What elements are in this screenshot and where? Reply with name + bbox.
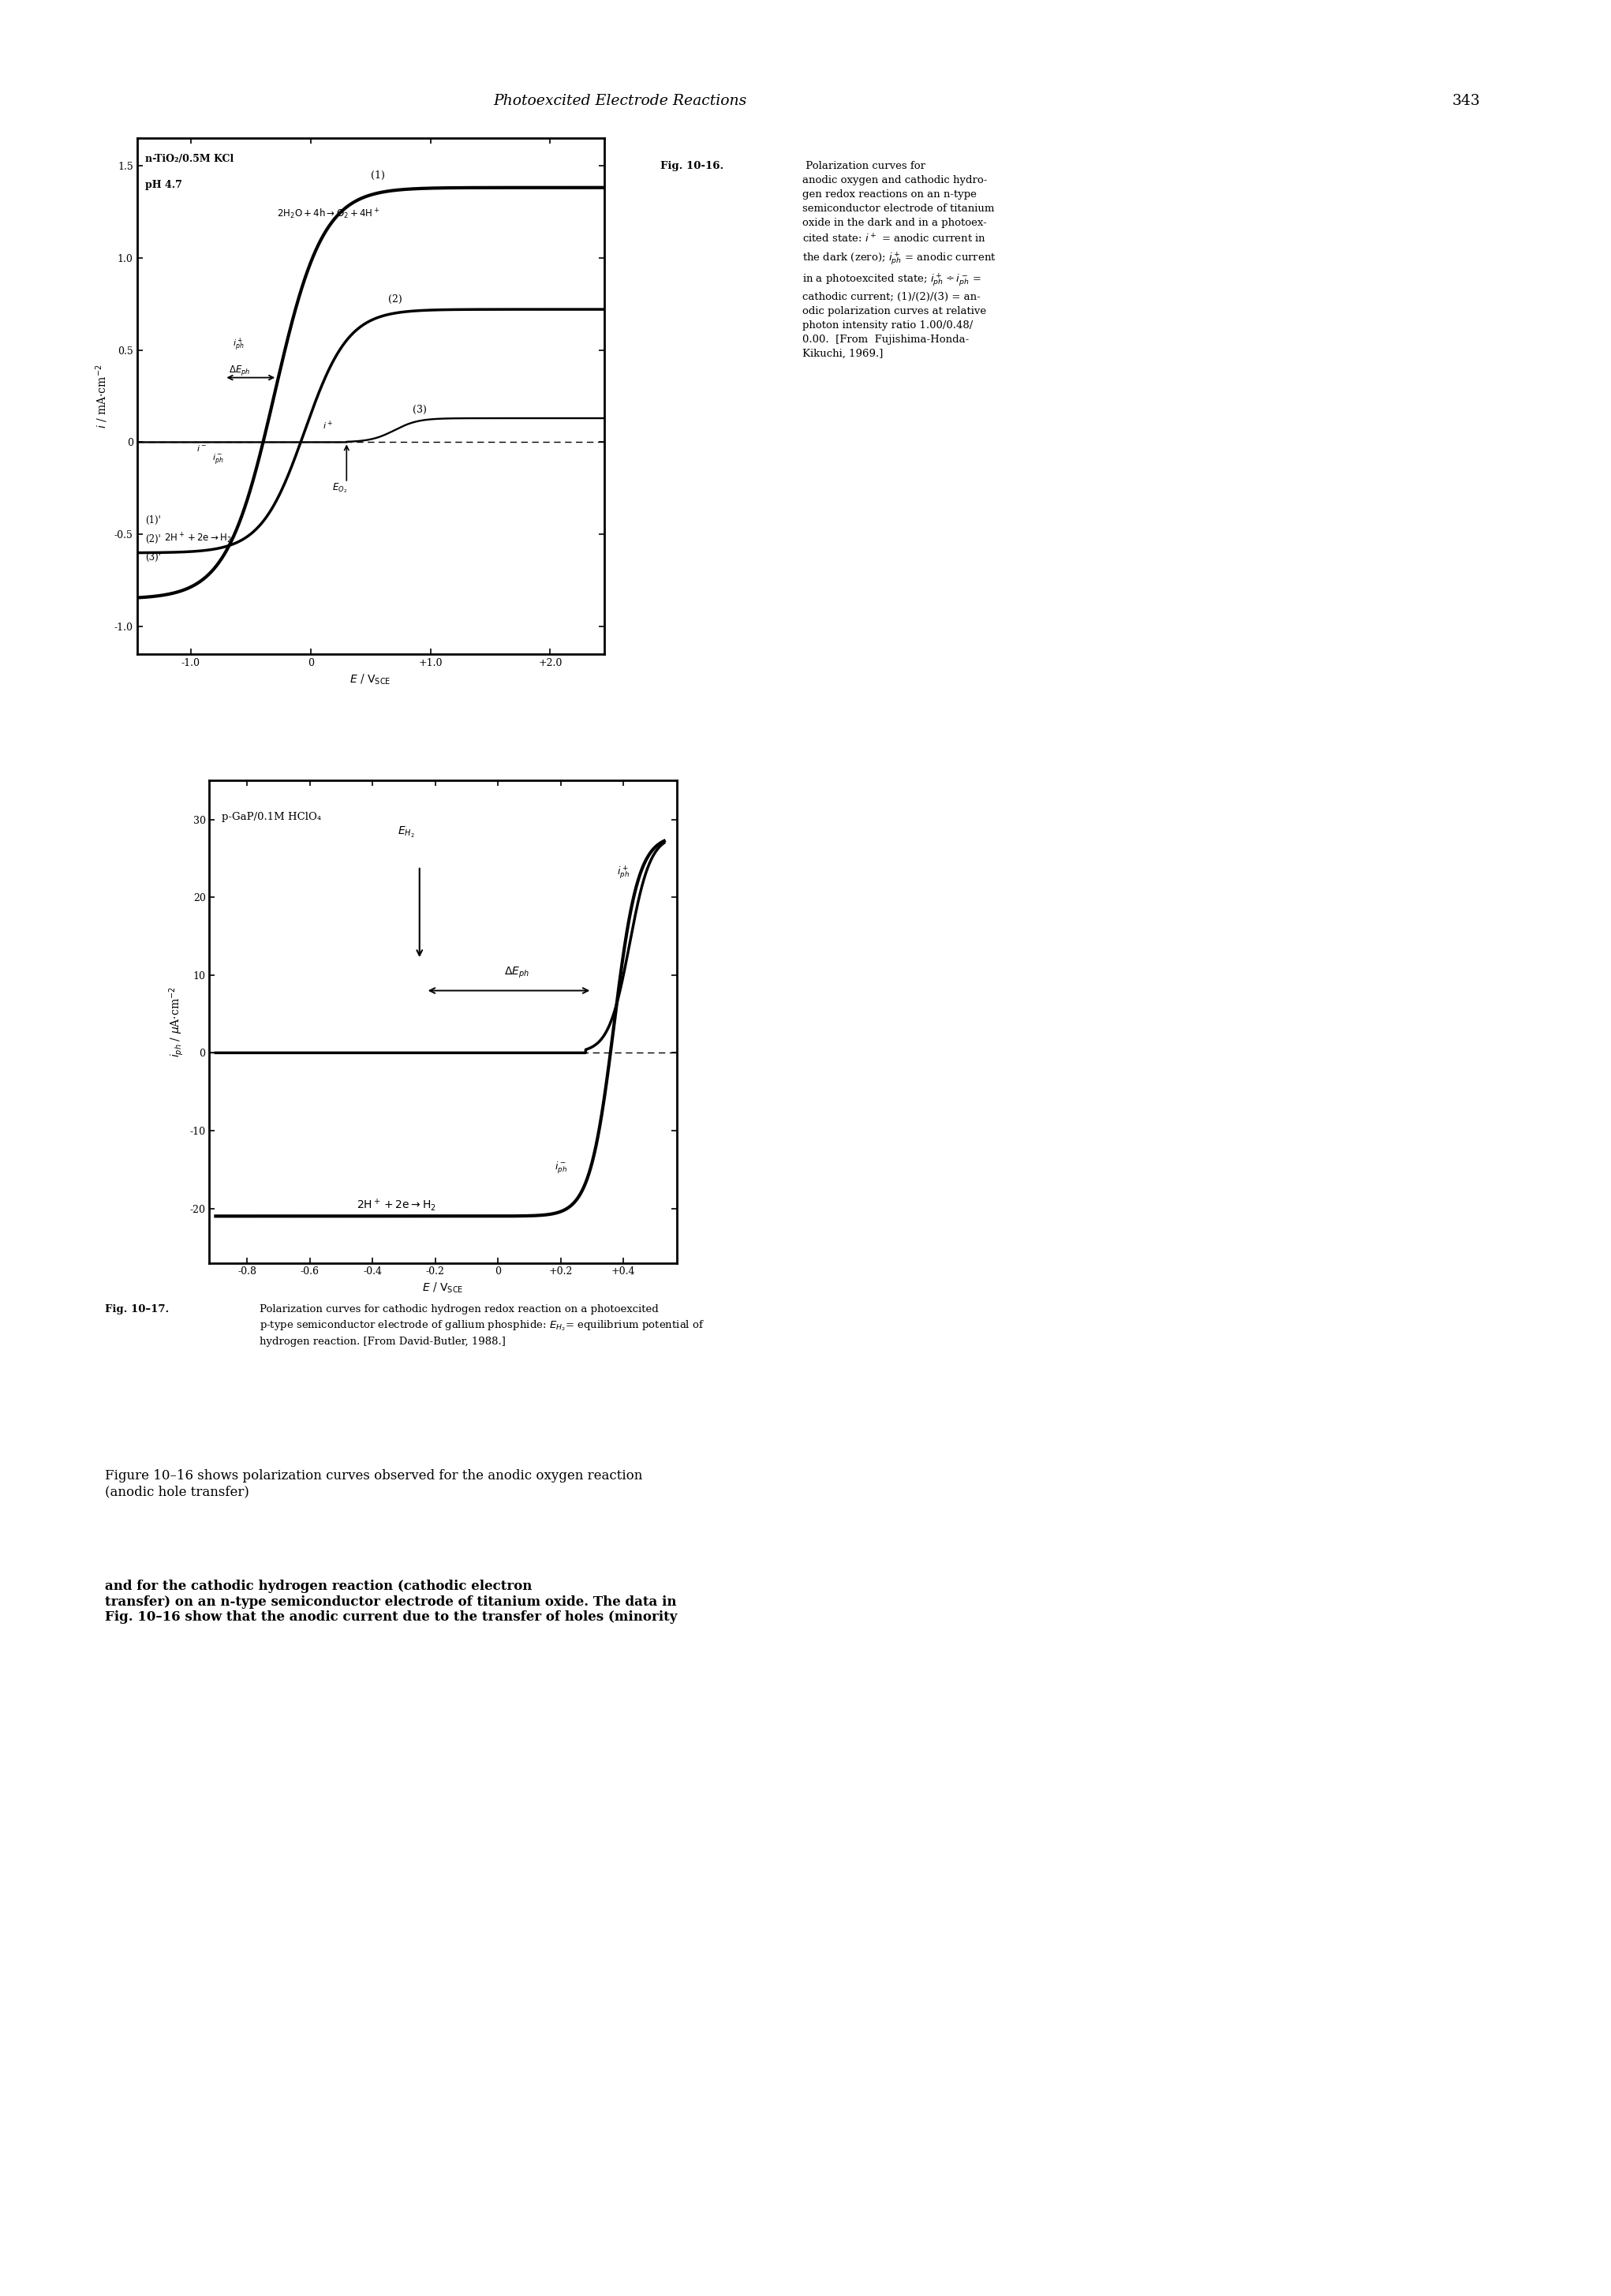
Text: $i^+_{ph}$: $i^+_{ph}$ <box>617 863 630 879</box>
Text: $i^+_{ph}$: $i^+_{ph}$ <box>232 335 245 354</box>
Text: and for the cathodic hydrogen reaction (cathodic electron
transfer) on an n-type: and for the cathodic hydrogen reaction (… <box>105 1580 677 1623</box>
Text: (2)': (2)' <box>145 535 161 544</box>
Text: $\mathrm{2H^+ + 2e \rightarrow H_2}$: $\mathrm{2H^+ + 2e \rightarrow H_2}$ <box>356 1196 437 1212</box>
Text: p-GaP/0.1M HClO₄: p-GaP/0.1M HClO₄ <box>222 810 322 822</box>
Text: Photoexcited Electrode Reactions: Photoexcited Electrode Reactions <box>493 94 748 108</box>
X-axis label: $E$ / $\mathrm{V_{SCE}}$: $E$ / $\mathrm{V_{SCE}}$ <box>422 1281 464 1295</box>
Text: Fig. 10-16.: Fig. 10-16. <box>661 161 723 170</box>
Text: n-TiO₂/0.5M KCl: n-TiO₂/0.5M KCl <box>145 154 234 163</box>
Text: Fig. 10–17.: Fig. 10–17. <box>105 1304 169 1313</box>
Text: $i^+$: $i^+$ <box>322 420 333 432</box>
Text: $i^-_{ph}$: $i^-_{ph}$ <box>554 1159 567 1176</box>
X-axis label: $E$ / $\mathrm{V_{SCE}}$: $E$ / $\mathrm{V_{SCE}}$ <box>350 673 391 687</box>
Text: Polarization curves for
anodic oxygen and cathodic hydro-
gen redox reactions on: Polarization curves for anodic oxygen an… <box>802 161 996 358</box>
Text: $\Delta E_{ph}$: $\Delta E_{ph}$ <box>229 363 251 377</box>
Text: (3): (3) <box>412 404 427 416</box>
Text: $E_{H_2}$: $E_{H_2}$ <box>398 827 414 840</box>
Text: (1): (1) <box>371 170 385 181</box>
Text: (3)': (3)' <box>145 553 161 563</box>
Text: $i^-_{ph}$: $i^-_{ph}$ <box>213 452 224 466</box>
Text: pH 4.7: pH 4.7 <box>145 179 182 191</box>
Y-axis label: $i$ / mA$\cdot$cm$^{-2}$: $i$ / mA$\cdot$cm$^{-2}$ <box>95 365 110 427</box>
Text: (2): (2) <box>388 294 403 305</box>
Text: $\mathrm{2H^+ + 2e \rightarrow H_2}$: $\mathrm{2H^+ + 2e \rightarrow H_2}$ <box>164 533 232 546</box>
Text: Figure 10–16 shows polarization curves observed for the anodic oxygen reaction
(: Figure 10–16 shows polarization curves o… <box>105 1469 643 1499</box>
Text: $\mathrm{2H_2O + 4h \rightarrow O_2 + 4H^+}$: $\mathrm{2H_2O + 4h \rightarrow O_2 + 4H… <box>277 207 380 220</box>
Text: $i^-$: $i^-$ <box>197 443 208 452</box>
Text: (1)': (1)' <box>145 517 161 526</box>
Text: 343: 343 <box>1452 94 1481 108</box>
Y-axis label: $i_{ph}$ / $\mu$A$\cdot$cm$^{-2}$: $i_{ph}$ / $\mu$A$\cdot$cm$^{-2}$ <box>168 987 185 1056</box>
Text: $\Delta E_{ph}$: $\Delta E_{ph}$ <box>504 967 530 980</box>
Text: Polarization curves for cathodic hydrogen redox reaction on a photoexcited
p-typ: Polarization curves for cathodic hydroge… <box>259 1304 704 1348</box>
Text: $\overset{}{E}_{O_2}$: $\overset{}{E}_{O_2}$ <box>332 480 348 494</box>
